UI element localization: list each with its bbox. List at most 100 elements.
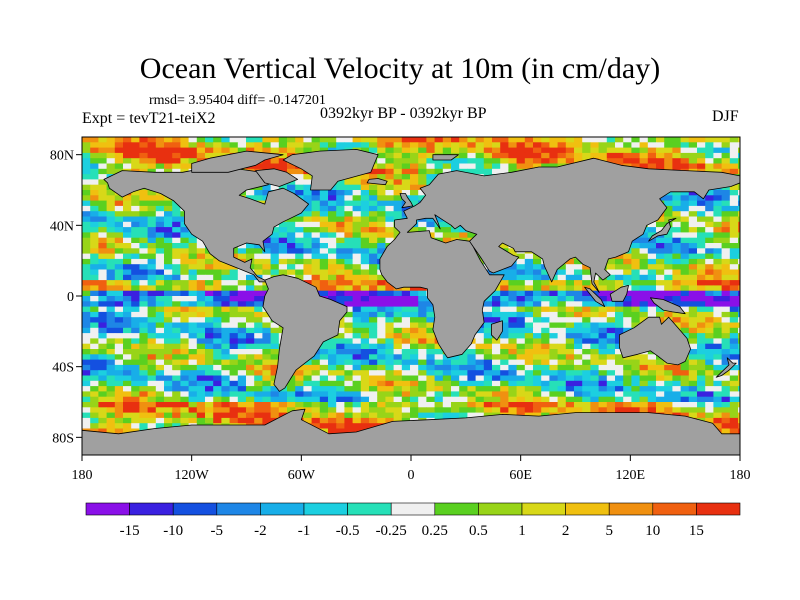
field-cell [106, 396, 116, 403]
field-cell [123, 280, 132, 286]
field-cell [164, 306, 173, 313]
field-cell [533, 354, 542, 360]
field-cell [196, 253, 206, 260]
field-cell [90, 269, 99, 276]
field-cell [123, 211, 132, 217]
field-cell [172, 221, 181, 228]
field-cell [434, 407, 444, 413]
field-cell [369, 184, 378, 191]
field-cell [483, 158, 493, 164]
field-cell [188, 364, 198, 371]
field-cell [221, 359, 230, 366]
field-cell [401, 349, 411, 355]
field-cell [164, 301, 173, 307]
field-cell [664, 311, 673, 318]
field-cell [418, 317, 427, 323]
field-cell [344, 428, 353, 435]
field-cell [106, 264, 116, 270]
field-cell [721, 274, 731, 281]
field-cell [278, 152, 288, 159]
field-cell [147, 280, 157, 286]
field-cell [418, 380, 427, 387]
field-cell [254, 359, 263, 366]
field-cell [188, 333, 198, 339]
field-cell [664, 205, 673, 212]
field-cell [377, 211, 386, 217]
field-cell [705, 190, 714, 196]
field-cell [131, 386, 140, 392]
field-cell [155, 137, 165, 143]
field-cell [270, 243, 280, 249]
field-cell [155, 243, 165, 249]
field-cell [106, 152, 116, 159]
field-cell [623, 137, 632, 143]
field-cell [393, 402, 403, 408]
field-cell [631, 264, 640, 270]
field-cell [623, 396, 632, 403]
field-cell [352, 179, 362, 186]
field-cell [106, 391, 116, 398]
field-cell [229, 380, 239, 387]
field-cell [680, 142, 690, 148]
field-cell [729, 285, 739, 292]
field-cell [172, 264, 181, 270]
field-cell [574, 354, 583, 360]
field-cell [549, 158, 558, 164]
field-cell [688, 402, 698, 408]
field-cell [672, 391, 681, 398]
field-cell [131, 269, 140, 276]
field-cell [196, 280, 206, 286]
field-cell [647, 163, 657, 170]
field-cell [237, 301, 247, 307]
field-cell [90, 333, 99, 339]
field-cell [369, 243, 378, 249]
field-cell [557, 296, 567, 302]
field-cell [311, 232, 321, 239]
field-cell [221, 386, 230, 392]
field-cell [598, 285, 608, 292]
field-cell [213, 142, 222, 148]
field-cell [344, 423, 353, 429]
field-cell [393, 163, 403, 170]
field-cell [533, 338, 542, 345]
field-cell [729, 280, 739, 286]
field-cell [426, 349, 435, 355]
field-cell [213, 375, 222, 382]
field-cell [188, 152, 198, 159]
field-cell [426, 396, 435, 403]
field-cell [729, 364, 739, 371]
field-cell [246, 333, 255, 339]
field-cell [705, 327, 714, 334]
field-cell [664, 407, 673, 413]
field-cell [221, 142, 230, 148]
field-cell [524, 163, 534, 170]
field-cell [180, 370, 189, 376]
field-cell [574, 301, 583, 307]
field-cell [459, 370, 468, 376]
field-cell [549, 147, 558, 154]
field-cell [672, 227, 681, 233]
field-cell [246, 195, 255, 201]
field-cell [155, 158, 165, 164]
field-cell [246, 354, 255, 360]
field-cell [164, 380, 173, 387]
field-cell [246, 142, 255, 148]
field-cell [262, 258, 271, 265]
field-cell [590, 322, 599, 329]
field-cell [90, 386, 99, 392]
field-cell [311, 253, 321, 260]
field-cell [434, 396, 444, 403]
field-cell [90, 301, 99, 307]
field-cell [131, 243, 140, 249]
field-cell [393, 290, 403, 297]
field-cell [139, 380, 148, 387]
field-cell [352, 269, 362, 276]
field-cell [705, 317, 714, 323]
field-cell [565, 258, 575, 265]
field-cell [697, 253, 706, 260]
field-cell [221, 354, 230, 360]
field-cell [582, 301, 591, 307]
field-cell [205, 264, 214, 270]
field-cell [557, 301, 567, 307]
colorbar-swatch [608, 502, 654, 516]
